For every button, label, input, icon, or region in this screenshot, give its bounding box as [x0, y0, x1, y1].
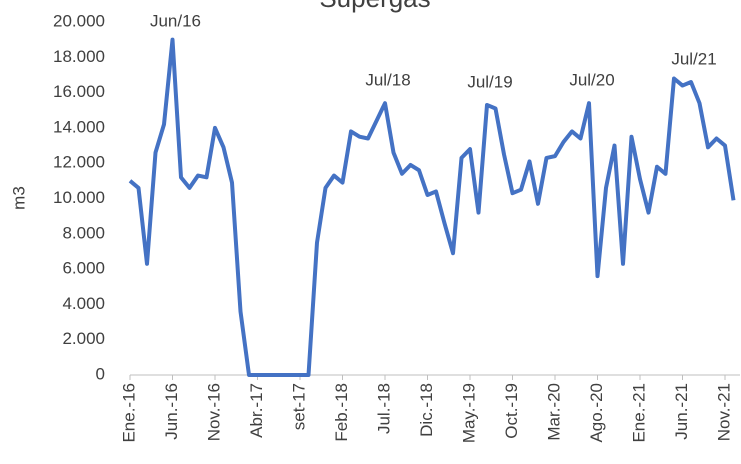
- annotation: Jul/18: [365, 71, 410, 90]
- x-tick-label: Abr.-17: [247, 383, 266, 438]
- y-tick-label: 8.000: [62, 223, 105, 242]
- y-axis-label: m3: [9, 186, 28, 210]
- x-tick-label: Feb.-18: [332, 383, 351, 442]
- annotation: Jul/20: [569, 71, 614, 90]
- y-tick-label: 6.000: [62, 259, 105, 278]
- x-tick-label: Mar.-20: [544, 383, 563, 441]
- x-tick-label: Ago.-20: [587, 383, 606, 443]
- y-tick-label: 12.000: [53, 153, 105, 172]
- x-tick-label: Jun.-21: [672, 383, 691, 440]
- y-tick-label: 2.000: [62, 329, 105, 348]
- y-tick-label: 4.000: [62, 294, 105, 313]
- x-tick-label: Oct.-19: [502, 383, 521, 439]
- x-tick-label: set-17: [289, 383, 308, 430]
- x-tick-label: Ene.-21: [629, 383, 648, 443]
- y-tick-label: 0: [96, 364, 105, 383]
- x-tick-label: Ene.-16: [119, 383, 138, 443]
- chart-title: Supergas: [319, 0, 430, 13]
- y-tick-label: 14.000: [53, 117, 105, 136]
- x-tick-label: May.-19: [459, 383, 478, 443]
- y-tick-label: 20.000: [53, 11, 105, 30]
- x-tick-label: Jul.-18: [374, 383, 393, 434]
- annotation: Jul/21: [671, 49, 716, 68]
- annotation: Jul/19: [467, 72, 512, 91]
- annotation: Jun/16: [150, 11, 201, 30]
- y-tick-label: 16.000: [53, 82, 105, 101]
- x-tick-label: Dic.-18: [417, 383, 436, 437]
- x-tick-label: Nov.-16: [204, 383, 223, 441]
- y-tick-label: 10.000: [53, 188, 105, 207]
- y-tick-label: 18.000: [53, 47, 105, 66]
- line-series: [128, 37, 736, 377]
- x-tick-label: Jun.-16: [162, 383, 181, 440]
- x-tick-label: Nov.-21: [714, 383, 733, 441]
